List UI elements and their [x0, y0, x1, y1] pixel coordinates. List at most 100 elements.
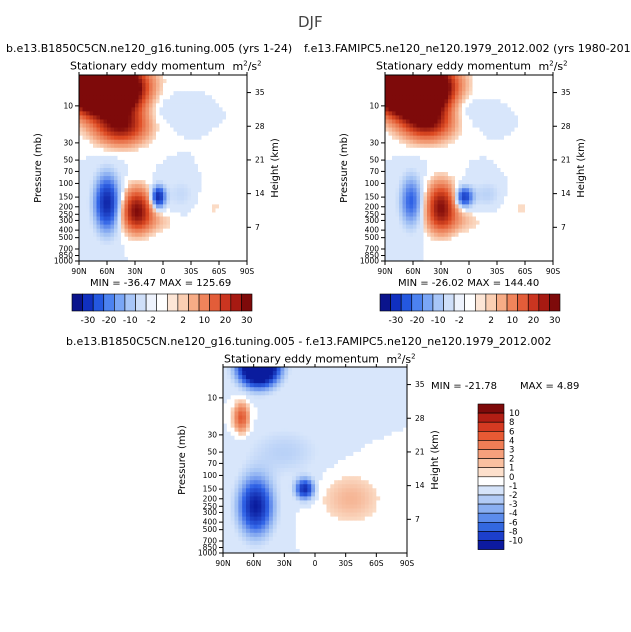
- x-tick-label: 30N: [127, 267, 142, 276]
- field-cell: [434, 131, 438, 137]
- field-cell: [455, 204, 459, 209]
- field-cell: [376, 395, 381, 400]
- field-cell: [152, 172, 157, 177]
- field-cell: [79, 131, 83, 137]
- field-cell: [82, 139, 87, 145]
- field-cell: [427, 163, 431, 169]
- field-cell: [93, 180, 97, 185]
- field-cell: [532, 107, 536, 112]
- field-cell: [229, 147, 234, 153]
- field-cell: [493, 135, 498, 141]
- field-cell: [170, 119, 174, 124]
- field-cell: [423, 188, 428, 193]
- field-cell: [121, 200, 125, 205]
- field-cell: [149, 163, 153, 169]
- field-cell: [257, 379, 262, 384]
- field-cell: [535, 252, 540, 258]
- field-cell: [330, 383, 335, 388]
- field-cell: [246, 383, 251, 388]
- field-cell: [163, 143, 167, 149]
- field-cell: [322, 375, 327, 380]
- field-cell: [514, 248, 519, 254]
- field-cell: [86, 119, 90, 124]
- field-cell: [173, 208, 178, 213]
- field-cell: [535, 248, 540, 254]
- field-cell: [184, 248, 188, 254]
- field-cell: [229, 244, 234, 250]
- field-cell: [493, 228, 498, 234]
- field-cell: [184, 91, 188, 96]
- field-cell: [483, 83, 487, 88]
- field-cell: [194, 135, 199, 141]
- field-cell: [399, 375, 404, 380]
- field-cell: [156, 256, 160, 262]
- field-cell: [131, 99, 136, 104]
- field-cell: [243, 236, 248, 242]
- field-cell: [219, 111, 223, 116]
- field-cell: [152, 252, 157, 258]
- field-cell: [311, 387, 316, 392]
- field-cell: [198, 123, 202, 128]
- field-cell: [392, 196, 396, 201]
- field-cell: [514, 168, 519, 173]
- field-cell: [518, 240, 522, 246]
- field-cell: [238, 387, 243, 392]
- field-cell: [138, 151, 143, 157]
- field-cell: [518, 111, 522, 116]
- field-cell: [121, 236, 125, 242]
- field-cell: [430, 163, 435, 169]
- field-cell: [500, 216, 505, 221]
- field-cell: [476, 139, 480, 145]
- field-cell: [451, 212, 456, 217]
- field-cell: [219, 244, 223, 250]
- field-cell: [542, 200, 547, 205]
- field-cell: [451, 83, 456, 88]
- field-cell: [521, 196, 526, 201]
- field-cell: [451, 248, 456, 254]
- field-cell: [124, 139, 129, 145]
- field-cell: [395, 387, 400, 392]
- field-cell: [201, 200, 206, 205]
- field-cell: [201, 224, 206, 230]
- field-cell: [413, 107, 417, 112]
- field-cell: [539, 95, 543, 100]
- field-cell: [420, 240, 424, 246]
- field-cell: [93, 248, 97, 254]
- field-cell: [184, 155, 188, 161]
- field-cell: [430, 79, 435, 84]
- field-cell: [497, 127, 501, 133]
- field-cell: [525, 196, 529, 201]
- field-cell: [539, 172, 543, 177]
- field-cell: [535, 232, 540, 238]
- field-cell: [93, 228, 97, 234]
- field-cell: [201, 79, 206, 84]
- field-cell: [135, 135, 139, 141]
- field-cell: [229, 131, 234, 137]
- field-cell: [201, 236, 206, 242]
- field-cell: [89, 248, 94, 254]
- field-cell: [462, 212, 466, 217]
- field-cell: [392, 147, 396, 153]
- field-cell: [249, 395, 255, 400]
- field-cell: [201, 131, 206, 137]
- field-cell: [205, 172, 209, 177]
- field-cell: [138, 180, 143, 185]
- field-cell: [198, 99, 202, 104]
- field-cell: [124, 91, 129, 96]
- field-cell: [469, 240, 473, 246]
- field-cell: [82, 208, 87, 213]
- field-cell: [198, 155, 202, 161]
- field-cell: [322, 367, 327, 372]
- field-cell: [483, 168, 487, 173]
- field-cell: [546, 111, 550, 116]
- field-cell: [469, 216, 473, 221]
- field-cell: [233, 180, 237, 185]
- field-cell: [128, 143, 132, 149]
- field-cell: [528, 184, 533, 189]
- field-cell: [156, 236, 160, 242]
- field-cell: [402, 111, 407, 116]
- field-cell: [135, 216, 139, 221]
- field-cell: [430, 91, 435, 96]
- field-cell: [497, 95, 501, 100]
- field-cell: [521, 168, 526, 173]
